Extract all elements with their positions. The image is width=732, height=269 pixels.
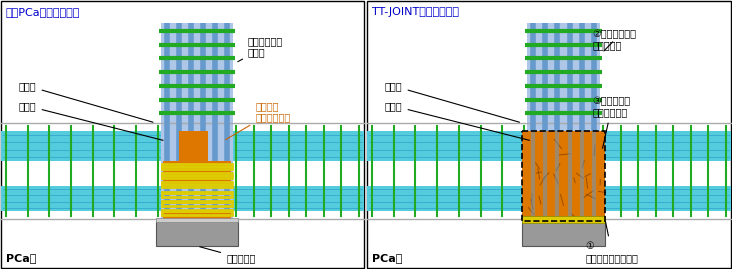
Bar bbox=[522, 218, 605, 222]
Bar bbox=[600, 186, 731, 211]
Bar bbox=[162, 210, 232, 215]
Text: 梁主筋: 梁主筋 bbox=[385, 81, 520, 122]
Bar bbox=[522, 131, 605, 221]
Text: ②接合部せん断
補強筋なし: ②接合部せん断 補強筋なし bbox=[593, 29, 637, 51]
Text: 梁主筋: 梁主筋 bbox=[19, 81, 153, 122]
Text: 接合部せん断
補強筋: 接合部せん断 補強筋 bbox=[238, 36, 283, 62]
Bar bbox=[162, 201, 232, 206]
Text: 機械式継手: 機械式継手 bbox=[200, 247, 255, 263]
Bar bbox=[162, 182, 232, 187]
Bar bbox=[1, 131, 161, 161]
Bar bbox=[367, 1, 731, 268]
Text: TT-JOINT工法の配筋図: TT-JOINT工法の配筋図 bbox=[372, 7, 459, 17]
Text: 従来PCa工法の配筋図: 従来PCa工法の配筋図 bbox=[6, 7, 81, 17]
Bar bbox=[522, 131, 605, 221]
Bar bbox=[163, 161, 231, 186]
Bar bbox=[162, 173, 232, 178]
Bar bbox=[600, 131, 731, 161]
Bar bbox=[367, 186, 527, 211]
Bar bbox=[234, 186, 364, 211]
Bar bbox=[522, 216, 605, 223]
Bar bbox=[1, 186, 161, 211]
Bar bbox=[1, 1, 364, 268]
Text: PCa梁: PCa梁 bbox=[372, 253, 403, 263]
Bar bbox=[179, 131, 208, 161]
Bar bbox=[161, 23, 234, 221]
Text: プレーン
コンクリート: プレーン コンクリート bbox=[225, 101, 291, 140]
Bar bbox=[527, 23, 600, 221]
Bar bbox=[367, 131, 527, 161]
Bar bbox=[163, 211, 231, 221]
Bar bbox=[162, 164, 232, 169]
Bar bbox=[156, 221, 239, 246]
Bar bbox=[162, 192, 232, 197]
Text: ③鋼繊維補強
コンクリート: ③鋼繊維補強 コンクリート bbox=[593, 96, 631, 148]
Text: 柱主筋: 柱主筋 bbox=[385, 101, 529, 140]
Bar bbox=[156, 218, 239, 222]
Bar bbox=[234, 131, 364, 161]
Text: 柱主筋: 柱主筋 bbox=[19, 101, 163, 140]
Text: ①
機械式定着プレート: ① 機械式定着プレート bbox=[586, 222, 638, 263]
Bar bbox=[522, 221, 605, 246]
Text: PCa梁: PCa梁 bbox=[6, 253, 37, 263]
